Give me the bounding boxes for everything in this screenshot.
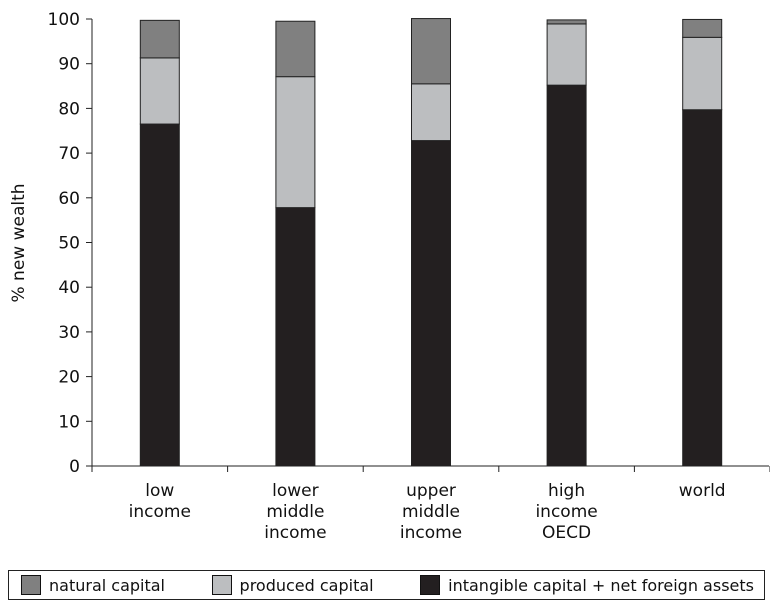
legend-label-produced-capital: produced capital [239,575,374,595]
y-tick-label-10: 10 [58,412,80,432]
legend-swatch-natural-capital [21,575,41,595]
category-label-lower-middle-income: lower middle income [264,481,326,543]
y-tick-label-70: 70 [58,144,80,164]
legend-item-natural-capital: natural capital [21,575,165,595]
legend: natural capital produced capital intangi… [8,570,765,600]
y-axis-ticks: 0 10 20 30 40 50 60 70 80 90 100 [48,10,92,477]
y-tick-label-50: 50 [58,234,80,254]
bar-world-intangible-capital-net-foreign-assets [682,109,723,467]
bar-high-income-oecd-natural-capital [546,19,587,25]
y-tick-label-90: 90 [58,55,80,75]
bar-world-produced-capital [682,36,723,111]
bar-high-income-oecd-produced-capital [546,23,587,86]
bar-upper-middle-income-produced-capital [411,83,451,142]
bar-low-income-intangible-capital-net-foreign-assets [139,123,180,467]
legend-swatch-intangible-capital [420,575,441,595]
y-tick-label-100: 100 [48,10,80,30]
legend-item-intangible-capital: intangible capital + net foreign assets [420,575,754,595]
category-label-upper-middle-income: upper middle income [400,481,462,543]
y-tick-label-30: 30 [58,323,80,343]
legend-item-produced-capital: produced capital [211,575,374,595]
bar-low-income-natural-capital [139,19,180,59]
bar-lower-middle-income-produced-capital [275,76,316,209]
y-tick-label-60: 60 [58,189,80,209]
bar-world-natural-capital [682,18,723,38]
category-label-world: world [679,481,726,501]
bar-upper-middle-income-natural-capital [411,18,451,85]
y-tick-label-0: 0 [69,457,80,477]
y-tick-label-20: 20 [58,368,80,388]
bar-low-income-produced-capital [139,57,180,125]
legend-label-intangible-capital: intangible capital + net foreign assets [448,575,754,595]
stacked-bar-chart: 0 10 20 30 40 50 60 70 80 90 100 low income lower mid… [9,10,770,543]
category-label-high-income-oecd: high income OECD [535,481,597,543]
y-tick-label-80: 80 [58,99,80,119]
category-labels: low income lower middle income upper middle inc… [129,481,726,543]
x-axis-ticks [91,466,770,472]
y-tick-label-40: 40 [58,278,80,298]
bar-upper-middle-income-intangible-capital-net-foreign-assets [411,140,451,467]
bar-lower-middle-income-intangible-capital-net-foreign-assets [275,207,316,467]
bar-lower-middle-income-natural-capital [275,20,316,78]
category-label-low-income: low income [129,481,191,522]
bar-high-income-oecd-intangible-capital-net-foreign-assets [546,84,587,467]
legend-swatch-produced-capital [211,575,232,595]
bars [139,18,723,467]
y-axis-title: % new wealth [9,183,29,302]
legend-label-natural-capital: natural capital [49,575,165,595]
